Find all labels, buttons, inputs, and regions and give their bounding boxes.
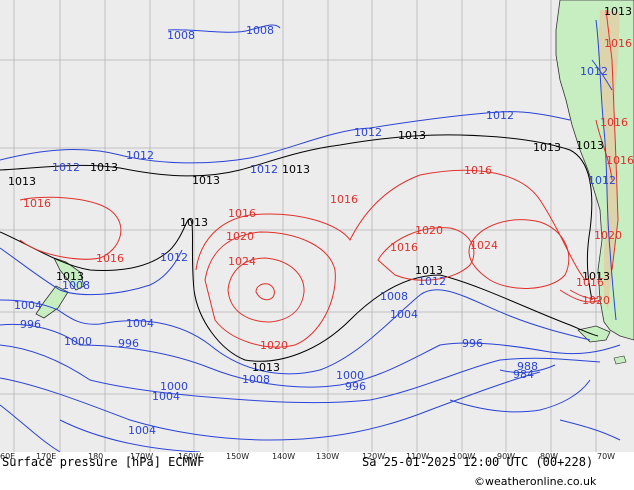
longitude-tick: 180: [88, 452, 103, 461]
longitude-tick: 160W: [178, 452, 201, 461]
isobar-label: 1012: [52, 161, 80, 174]
isobar-label: 996: [20, 318, 41, 331]
isobar-label: 1012: [580, 65, 608, 78]
isobar-label: 996: [462, 337, 483, 350]
isobar-label: 1024: [470, 239, 498, 252]
isobar-label: 996: [118, 337, 139, 350]
isobar-label: 1016: [576, 276, 604, 289]
isobar-label: 1013: [192, 174, 220, 187]
isobar-label: 1008: [62, 279, 90, 292]
longitude-tick: 170W: [130, 452, 153, 461]
isobar-label: 1013: [90, 161, 118, 174]
isobar-label: 1012: [588, 174, 616, 187]
isobar-label: 984: [513, 368, 534, 381]
longitude-tick: 140W: [272, 452, 295, 461]
longitude-tick: 80W: [540, 452, 558, 461]
isobar-label: 1012: [418, 275, 446, 288]
falkland-islands: [613, 355, 627, 365]
isobar-label: 1013: [8, 175, 36, 188]
isobar-label: 1016: [604, 37, 632, 50]
high-pressure-isobars: [19, 9, 619, 348]
isobar-label: 1016: [96, 252, 124, 265]
isobar-label: 1016: [606, 154, 634, 167]
isobar-label: 1013: [56, 270, 84, 283]
isobar-label: 1013: [604, 5, 632, 18]
andes-terrain: [598, 10, 620, 310]
longitude-tick: 110W: [406, 452, 429, 461]
longitude-tick: 70W: [597, 452, 615, 461]
isobar-label: 1016: [464, 164, 492, 177]
isobar-label: 1020: [415, 224, 443, 237]
isobar-label: 1004: [390, 308, 418, 321]
isobar-label: 1008: [242, 373, 270, 386]
isobar-label: 1012: [160, 251, 188, 264]
ocean-background: [0, 0, 634, 452]
isobar-label: 1004: [128, 424, 156, 437]
isobar-label: 1008: [167, 29, 195, 42]
isobar-label: 1000: [160, 380, 188, 393]
longitude-tick: 150W: [226, 452, 249, 461]
valid-time: Sa 25-01-2025 12:00 UTC (00+228): [362, 455, 593, 469]
isobar-label: 988: [517, 360, 538, 373]
isobar-label: 1016: [23, 197, 51, 210]
isobar-label: 1008: [380, 290, 408, 303]
isobar-label: 1000: [64, 335, 92, 348]
isobar-label: 1012: [354, 126, 382, 139]
isobar-1013-south: [0, 218, 599, 362]
longitude-tick: 100W: [452, 452, 475, 461]
isobar-label: 1000: [336, 369, 364, 382]
longitude-tick: 130W: [316, 452, 339, 461]
isobar-label: 1013: [582, 270, 610, 283]
isobar-label: 1013: [533, 141, 561, 154]
longitude-tick: 60E: [0, 452, 15, 461]
isobar-label: 1013: [180, 216, 208, 229]
credit-text: ©weatheronline.co.uk: [474, 475, 597, 488]
isobar-label: 1020: [226, 230, 254, 243]
isobar-label: 1016: [330, 193, 358, 206]
isobar-label: 996: [345, 380, 366, 393]
isobar-label: 1024: [228, 255, 256, 268]
longitude-tick: 120W: [362, 452, 385, 461]
isobar-label: 1004: [152, 390, 180, 403]
isobar-label: 1016: [228, 207, 256, 220]
isobar-label: 1013: [398, 129, 426, 142]
low-labels: 1008 1008 1012 1012 1012 1012 1012 1012 …: [14, 24, 616, 437]
isobar-label: 1004: [126, 317, 154, 330]
mslp-labels: 1013 1013 1013 1013 1013 1013 1013 1013 …: [8, 5, 632, 374]
isobar-label: 1016: [390, 241, 418, 254]
isobar-label: 1004: [14, 299, 42, 312]
isobar-label: 1020: [260, 339, 288, 352]
high-labels: 1016 1016 1016 1016 1016 1020 1024 1020 …: [23, 37, 634, 352]
isobar-label: 1016: [600, 116, 628, 129]
footer-band: [0, 452, 634, 490]
isobar-label: 1013: [415, 264, 443, 277]
low-pressure-isobars: [0, 19, 621, 453]
isobar-label: 1013: [282, 163, 310, 176]
isobar-label: 1012: [250, 163, 278, 176]
isobar-label: 1012: [486, 109, 514, 122]
longitude-tick: 170E: [36, 452, 56, 461]
isobar-1013-main: [0, 134, 593, 301]
longitude-axis: 60E 170E 180 170W 160W 150W 140W 130W 12…: [0, 452, 615, 461]
longitude-tick: 90W: [497, 452, 515, 461]
map-title: Surface pressure [hPa] ECMWF: [2, 455, 204, 469]
isobar-label: 1012: [126, 149, 154, 162]
isobar-label: 1013: [576, 139, 604, 152]
isobar-label: 1008: [246, 24, 274, 37]
isobar-label: 1013: [252, 361, 280, 374]
isobar-label: 1020: [582, 294, 610, 307]
isobar-label: 1020: [594, 229, 622, 242]
